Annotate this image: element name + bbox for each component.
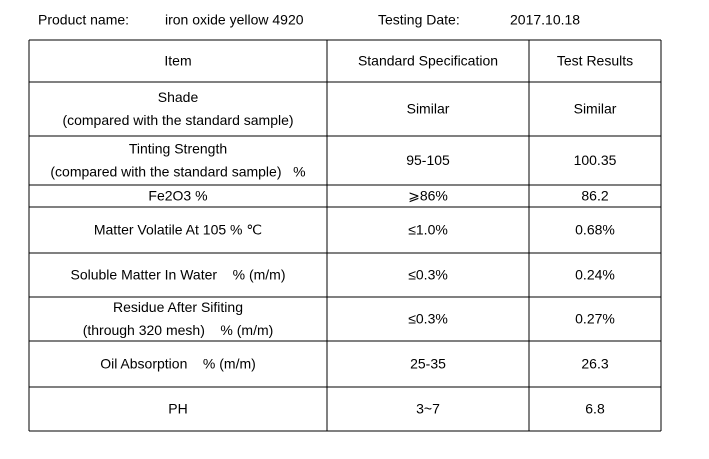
cell-text: 3~7	[416, 401, 440, 417]
cell-text: Test Results	[557, 53, 633, 69]
cell-text: Matter Volatile At 105 % ℃	[94, 222, 262, 238]
cell-text: Shade	[158, 89, 199, 105]
cell-text: 86.2	[581, 188, 608, 204]
product-name: iron oxide yellow 4920	[165, 12, 304, 28]
cell-text: 26.3	[581, 356, 608, 372]
cell-text: 0.68%	[575, 222, 615, 238]
cell-text: ≤0.3%	[408, 311, 448, 327]
cell-text: PH	[168, 401, 187, 417]
cell-text: 25-35	[410, 356, 446, 372]
product-label: Product name:	[38, 12, 129, 28]
cell-text: 0.24%	[575, 267, 615, 283]
cell-text: 95-105	[406, 152, 450, 168]
cell-text: (compared with the standard sample)	[62, 112, 293, 128]
date-label: Testing Date:	[378, 12, 460, 28]
cell-text: Oil Absorption % (m/m)	[100, 356, 256, 372]
cell-text: Item	[164, 53, 191, 69]
cell-text: (compared with the standard sample) %	[50, 164, 305, 180]
cell-text: 100.35	[574, 152, 617, 168]
cell-text: ≤0.3%	[408, 267, 448, 283]
cell-text: Similar	[407, 101, 450, 117]
cell-text: 0.27%	[575, 311, 615, 327]
cell-text: 6.8	[585, 401, 605, 417]
cell-text: ≤1.0%	[408, 222, 448, 238]
cell-text: ⩾86%	[408, 188, 448, 204]
cell-text: Tinting Strength	[129, 141, 227, 157]
cell-text: Standard Specification	[358, 53, 498, 69]
test-date: 2017.10.18	[510, 12, 580, 28]
cell-text: (through 320 mesh) % (m/m)	[83, 322, 274, 338]
cell-text: Residue After Sifiting	[113, 299, 243, 315]
cell-text: Fe2O3 %	[148, 188, 207, 204]
cell-text: Similar	[574, 101, 617, 117]
cell-text: Soluble Matter In Water % (m/m)	[71, 267, 286, 283]
